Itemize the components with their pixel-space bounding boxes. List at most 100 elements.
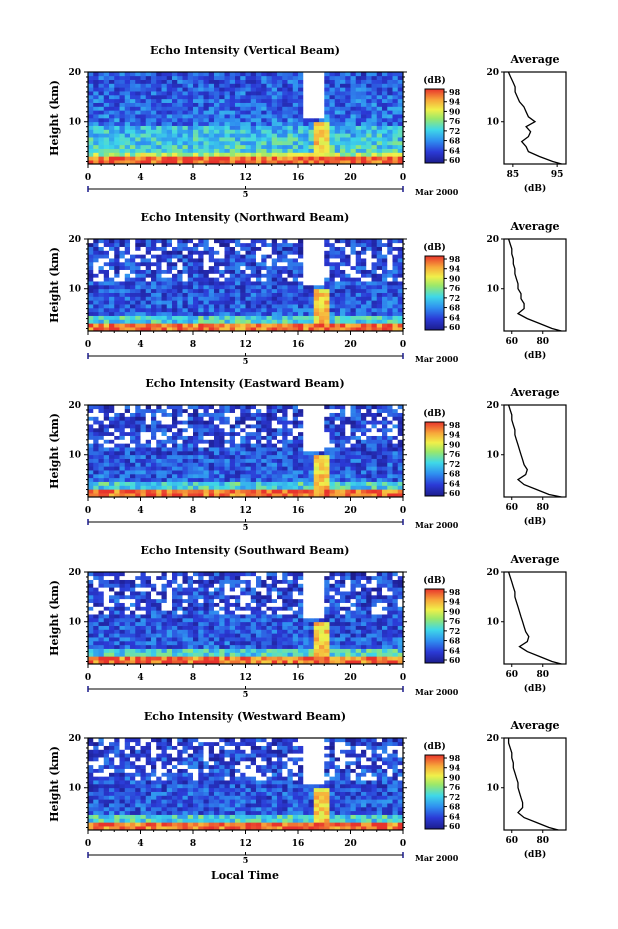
heatmap-cell	[151, 443, 157, 448]
heatmap-cell	[124, 315, 131, 320]
heatmap-cell	[109, 481, 115, 486]
heatmap-cell	[319, 315, 325, 320]
heatmap-cell	[392, 137, 399, 142]
heatmap-cell	[287, 114, 294, 119]
heatmap-cell	[371, 485, 378, 490]
heatmap-cell	[177, 412, 183, 417]
heatmap-cell	[313, 428, 320, 433]
heatmap-cell	[187, 98, 194, 103]
heatmap-cell	[245, 447, 252, 452]
heatmap-cell	[151, 315, 157, 320]
heatmap-cell	[229, 424, 236, 429]
heatmap-cell	[397, 300, 404, 305]
heatmap-cell	[250, 489, 257, 494]
heatmap-cell	[324, 242, 330, 247]
heatmap-cell	[240, 304, 246, 309]
heatmap-cell	[250, 91, 257, 96]
heatmap-cell	[387, 300, 393, 305]
heatmap-cell	[271, 95, 278, 100]
heatmap-cell	[119, 254, 126, 259]
heatmap-cell	[292, 102, 299, 107]
heatmap-cell	[103, 246, 110, 251]
heatmap-cell	[392, 304, 399, 309]
heatmap-cell	[198, 87, 204, 92]
heatmap-cell	[135, 648, 141, 653]
heatmap-cell	[245, 102, 252, 107]
heatmap-cell	[282, 288, 288, 293]
heatmap-cell	[109, 118, 115, 123]
heatmap-cell	[392, 106, 399, 111]
heatmap-cell	[172, 133, 178, 138]
heatmap-cell	[135, 405, 141, 410]
heatmap-cell	[277, 648, 283, 653]
heatmap-cell	[193, 660, 199, 665]
heatmap-cell	[229, 405, 236, 410]
heatmap-cell	[208, 428, 215, 433]
heatmap-cell	[298, 315, 304, 320]
heatmap-cell	[208, 288, 215, 293]
heatmap-cell	[145, 323, 152, 328]
heatmap-cell	[182, 83, 189, 88]
heatmap-cell	[177, 281, 183, 286]
heatmap-cell	[161, 258, 168, 263]
heatmap-cell	[266, 323, 273, 328]
heatmap-cell	[345, 83, 351, 88]
heatmap-cell	[392, 319, 399, 324]
heatmap-cell	[151, 110, 157, 115]
heatmap-cell	[166, 443, 173, 448]
heatmap-cell	[350, 250, 357, 255]
heatmap-cell	[182, 477, 189, 482]
heatmap-cell	[219, 660, 225, 665]
heatmap-cell	[109, 102, 115, 107]
heatmap-cell	[88, 641, 94, 646]
heatmap-cell	[140, 144, 147, 149]
heatmap-cell	[382, 75, 388, 80]
heatmap-cell	[130, 102, 136, 107]
heatmap-cell	[361, 451, 367, 456]
heatmap-cell	[266, 648, 273, 653]
heatmap-cell	[151, 292, 157, 297]
heatmap-cell	[161, 443, 168, 448]
heatmap-cell	[109, 477, 115, 482]
heatmap-cell	[245, 300, 252, 305]
heatmap-cell	[319, 443, 325, 448]
heatmap-cell	[292, 137, 299, 142]
heatmap-cell	[292, 489, 299, 494]
heatmap-cell	[224, 254, 231, 259]
heatmap-cell	[219, 454, 225, 459]
heatmap-cell	[193, 75, 199, 80]
heatmap-cell	[345, 137, 351, 142]
heatmap-cell	[350, 242, 357, 247]
heatmap-cell	[361, 424, 367, 429]
heatmap-cell	[88, 323, 94, 328]
heatmap-cell	[219, 300, 225, 305]
heatmap-cell	[198, 489, 204, 494]
heatmap-cell	[203, 98, 210, 103]
heatmap-cell	[130, 281, 136, 286]
heatmap-cell	[151, 98, 157, 103]
heatmap-cell	[98, 470, 105, 475]
heatmap-cell	[261, 141, 267, 146]
heatmap-cell	[219, 292, 225, 297]
heatmap-cell	[303, 447, 309, 452]
heatmap-cell	[371, 319, 378, 324]
heatmap-cell	[277, 474, 283, 479]
heatmap-cell	[366, 152, 372, 157]
heatmap-cell	[329, 144, 336, 149]
heatmap-cell	[119, 269, 126, 274]
heatmap-cell	[240, 308, 246, 313]
heatmap-cell	[98, 304, 105, 309]
heatmap-cell	[308, 319, 315, 324]
heatmap-cell	[93, 424, 99, 429]
heatmap-cell	[361, 644, 367, 649]
heatmap-cell	[177, 485, 183, 490]
heatmap-cell	[161, 79, 168, 84]
heatmap-cell	[114, 470, 120, 475]
colorbar-tick-label: 60	[449, 322, 461, 332]
heatmap-cell	[334, 160, 341, 165]
heatmap-cell	[240, 83, 246, 88]
heatmap-cell	[235, 424, 241, 429]
heatmap-cell	[229, 493, 236, 498]
heatmap-cell	[124, 79, 131, 84]
heatmap-cell	[203, 451, 210, 456]
